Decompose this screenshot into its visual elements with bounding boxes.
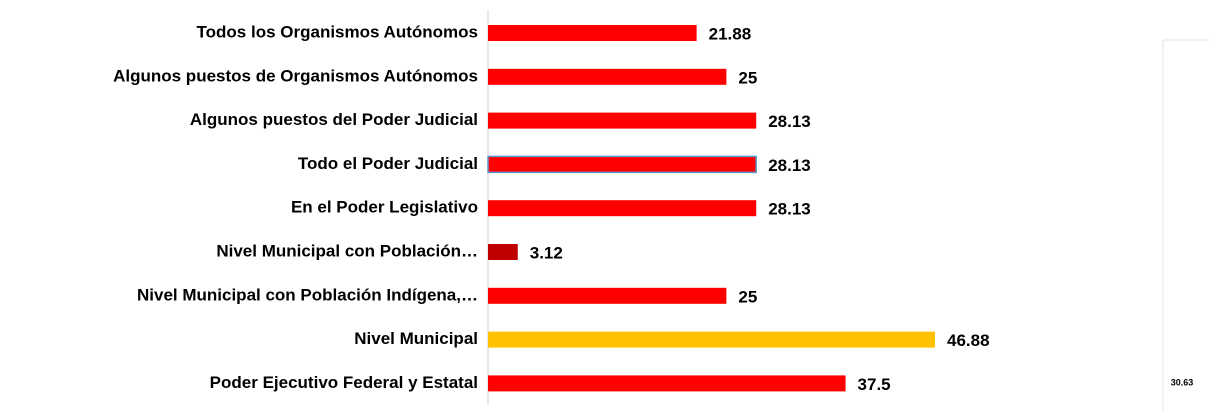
bar <box>488 68 727 85</box>
category-label: Nivel Municipal con Población Indígena,… <box>137 285 478 304</box>
value-label: 28.13 <box>768 156 811 175</box>
value-label: 46.88 <box>947 331 990 350</box>
category-label: Nivel Municipal con Población… <box>216 241 478 260</box>
annotation: 30.63 <box>1171 377 1194 387</box>
value-label: 37.5 <box>858 375 891 394</box>
value-label: 25 <box>738 287 757 306</box>
category-label: Todo el Poder Judicial <box>298 154 478 173</box>
category-label: Algunos puestos de Organismos Autónomos <box>113 66 478 85</box>
category-label: En el Poder Legislativo <box>291 198 478 217</box>
category-label: Poder Ejecutivo Federal y Estatal <box>210 373 478 392</box>
category-label: Nivel Municipal <box>354 329 478 348</box>
bar <box>488 200 757 217</box>
bar <box>488 287 727 304</box>
value-label: 28.13 <box>768 112 811 131</box>
bar <box>487 155 757 174</box>
bar <box>488 375 846 392</box>
bar <box>488 25 697 41</box>
category-label: Todos los Organismos Autónomos <box>197 22 478 41</box>
bar <box>488 112 757 129</box>
value-label: 28.13 <box>768 200 811 219</box>
category-label: Algunos puestos del Poder Judicial <box>190 110 478 129</box>
value-label: 25 <box>738 68 757 87</box>
value-label: 21.88 <box>709 24 752 43</box>
bar <box>488 244 518 260</box>
bar <box>488 331 935 348</box>
value-label: 3.12 <box>530 243 563 262</box>
